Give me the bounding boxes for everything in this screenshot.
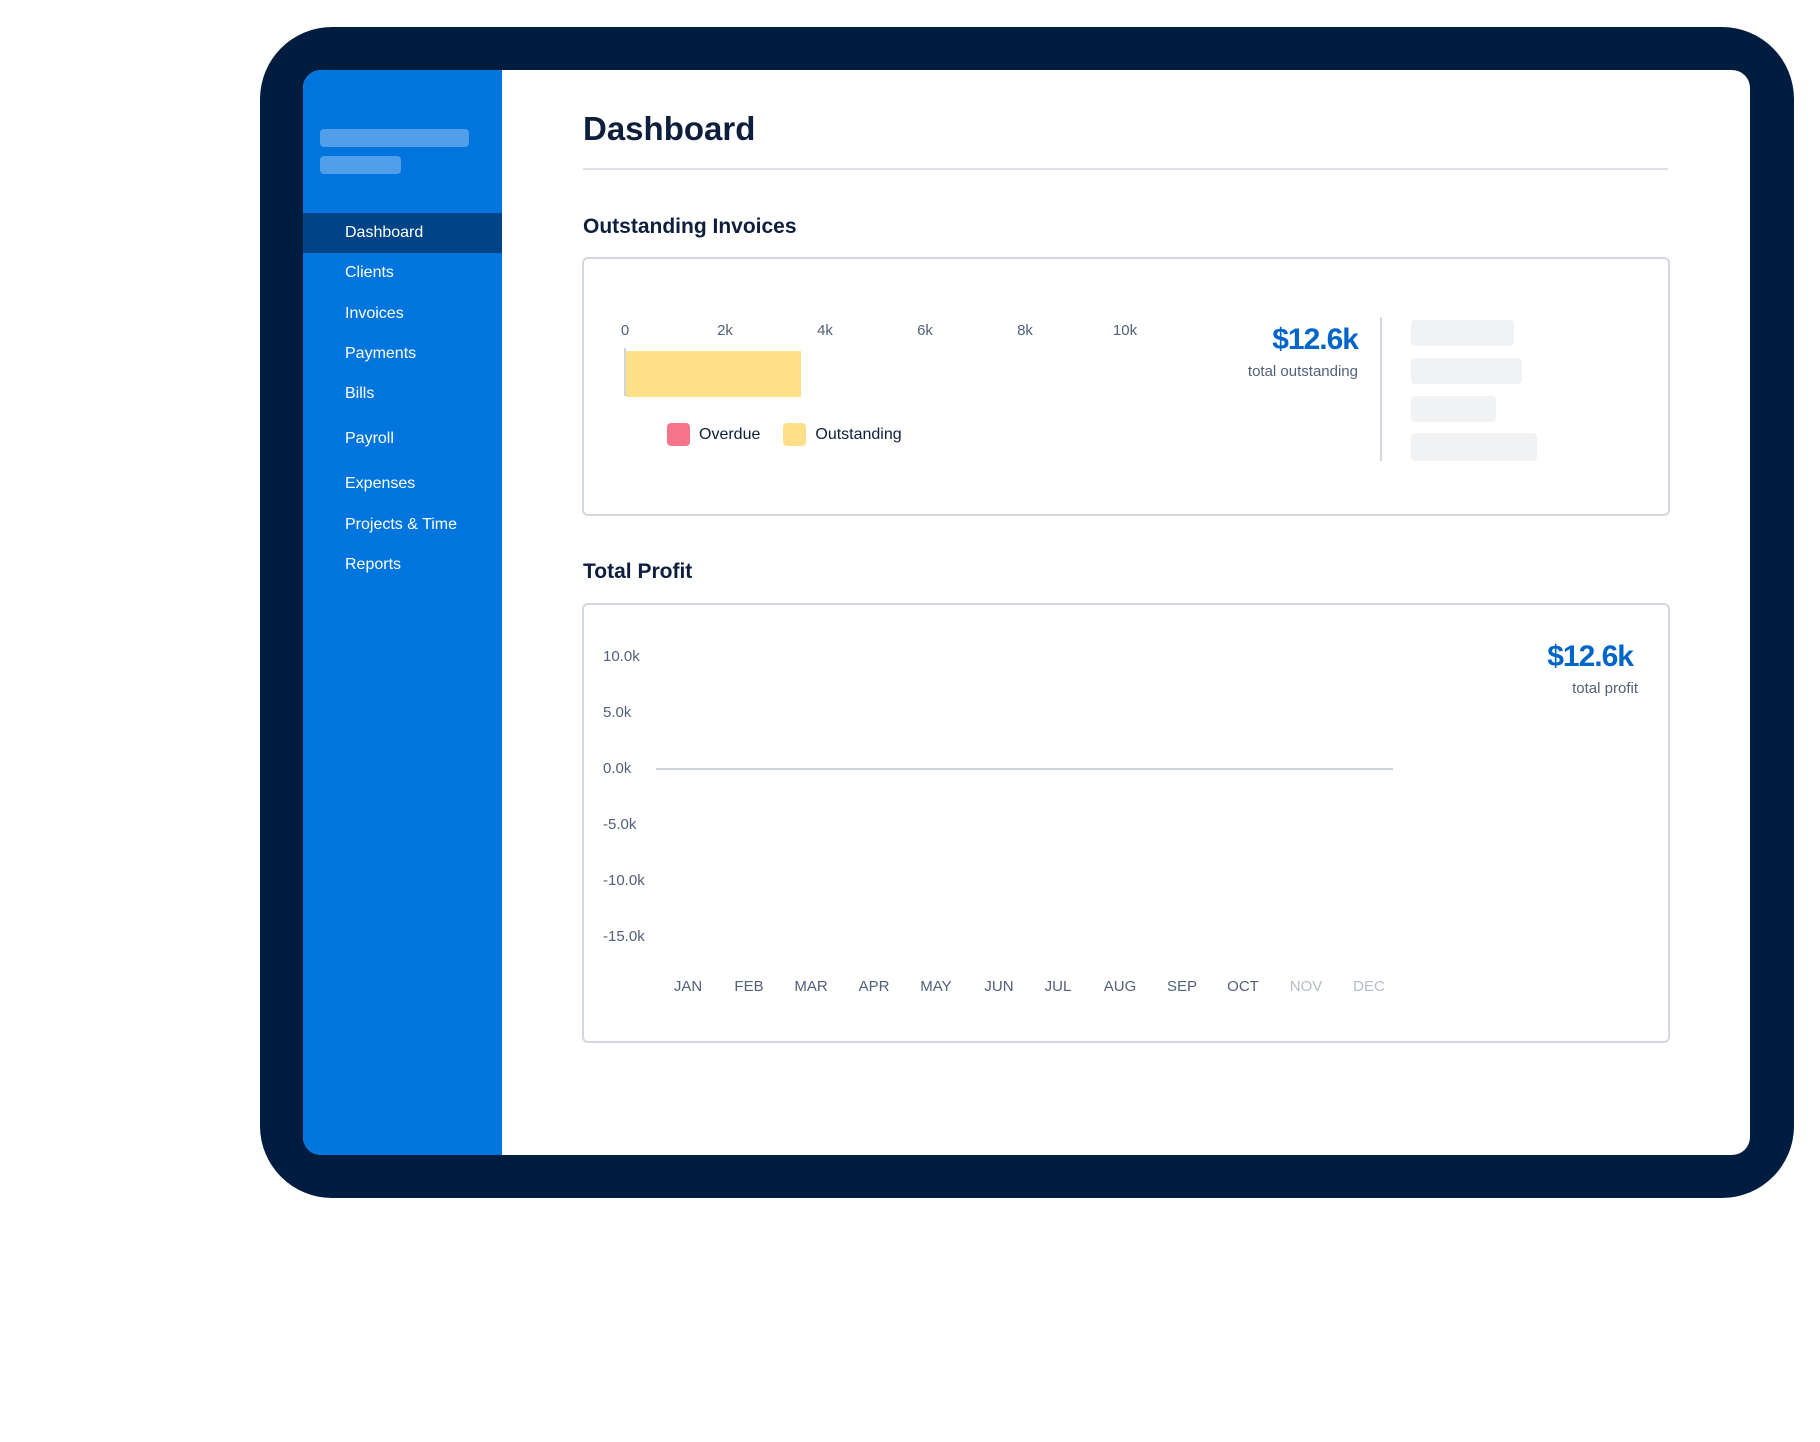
y-tick-label: -15.0k bbox=[603, 928, 645, 945]
x-month-label: NOV bbox=[1289, 978, 1323, 995]
legend-swatch-overdue bbox=[667, 423, 690, 446]
skeleton-line bbox=[1411, 396, 1496, 422]
x-month-label: SEP bbox=[1166, 978, 1198, 995]
y-tick-label: 10.0k bbox=[603, 648, 640, 665]
y-tick-label: -10.0k bbox=[603, 872, 645, 889]
sidebar-item-dashboard[interactable]: Dashboard bbox=[303, 213, 502, 253]
x-tick-label: 2k bbox=[717, 322, 733, 339]
legend-swatch-outstanding bbox=[783, 423, 807, 446]
x-tick-label: 4k bbox=[817, 322, 833, 339]
legend-label-outstanding: Outstanding bbox=[815, 425, 902, 443]
x-month-label: AUG bbox=[1103, 978, 1137, 995]
y-tick-label: -5.0k bbox=[603, 816, 637, 833]
outstanding-invoices-heading: Outstanding Invoices bbox=[583, 215, 797, 238]
total-profit-value: $12.6k bbox=[1547, 640, 1634, 673]
x-tick-label: 10k bbox=[1112, 322, 1138, 339]
x-month-label: APR bbox=[858, 978, 890, 995]
total-outstanding-value: $12.6k bbox=[1272, 323, 1359, 356]
profit-line bbox=[656, 768, 1393, 770]
bar-axis bbox=[624, 348, 626, 396]
sidebar-item-invoices[interactable]: Invoices bbox=[345, 305, 404, 322]
x-month-label: JAN bbox=[673, 978, 703, 995]
x-month-label: OCT bbox=[1227, 978, 1259, 995]
sidebar-item-payments[interactable]: Payments bbox=[345, 345, 417, 362]
x-tick-label: 6k bbox=[917, 322, 933, 339]
page-title: Dashboard bbox=[583, 110, 756, 147]
sidebar-item-projects-time[interactable]: Projects & Time bbox=[345, 516, 458, 533]
sidebar-item-reports[interactable]: Reports bbox=[345, 556, 402, 573]
x-month-label: JUL bbox=[1044, 978, 1072, 995]
y-tick-label: 5.0k bbox=[603, 704, 632, 721]
logo-placeholder bbox=[320, 129, 469, 147]
total-profit-label: total profit bbox=[1572, 680, 1638, 697]
x-month-label: MAR bbox=[794, 978, 828, 995]
sidebar-item-bills[interactable]: Bills bbox=[345, 385, 375, 402]
app-screen: Dashboard Clients Invoices Payments Bills Pay… bbox=[303, 70, 1750, 1155]
logo-placeholder-secondary bbox=[320, 156, 401, 174]
divider bbox=[583, 168, 1668, 170]
x-month-label: DEC bbox=[1353, 978, 1385, 995]
x-tick-label: 0 bbox=[620, 322, 630, 339]
bar-outstanding[interactable] bbox=[626, 351, 801, 397]
legend-label-overdue: Overdue bbox=[699, 425, 761, 443]
sidebar: Dashboard Clients Invoices Payments Bills Pay… bbox=[303, 70, 502, 1155]
total-profit-card: 10.0k 5.0k 0.0k -5.0k -10.0k -15.0k JAN FEB MAR A… bbox=[582, 603, 1670, 1043]
sidebar-item-payroll[interactable]: Payroll bbox=[345, 430, 394, 447]
x-tick-label: 8k bbox=[1017, 322, 1033, 339]
x-month-label: FEB bbox=[734, 978, 764, 995]
total-outstanding-label: total outstanding bbox=[1247, 363, 1358, 380]
outstanding-invoices-card: 0 2k 4k 6k 8k 10k Overdue Outstanding $12.6k … bbox=[582, 257, 1670, 516]
legend: Overdue Outstanding bbox=[667, 423, 902, 446]
sidebar-item-expenses[interactable]: Expenses bbox=[345, 475, 416, 492]
x-month-label: JUN bbox=[984, 978, 1014, 995]
tablet-frame: Dashboard Clients Invoices Payments Bills Pay… bbox=[260, 27, 1794, 1198]
vertical-divider bbox=[1380, 317, 1382, 461]
x-month-label: MAY bbox=[920, 978, 952, 995]
total-profit-heading: Total Profit bbox=[583, 560, 693, 583]
skeleton-line bbox=[1411, 320, 1514, 346]
skeleton-line bbox=[1411, 433, 1537, 461]
y-tick-label: 0.0k bbox=[603, 760, 632, 777]
sidebar-item-clients[interactable]: Clients bbox=[345, 264, 394, 281]
skeleton-line bbox=[1411, 358, 1522, 384]
